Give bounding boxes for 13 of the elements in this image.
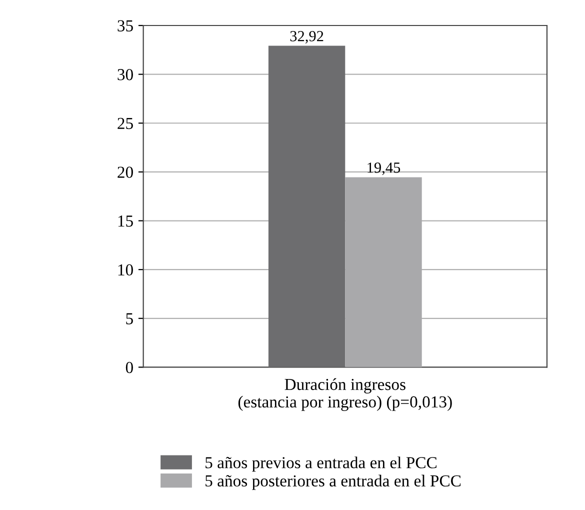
y-tick-label: 20 — [118, 166, 133, 178]
data-label: 32,92 — [290, 31, 324, 44]
y-tick-label: 35 — [118, 20, 133, 32]
y-tick-label: 5 — [126, 313, 133, 324]
legend-label: 5 años previos a entrada en el PCC — [206, 456, 436, 472]
legend-label: 5 años posteriores a entrada en el PCC — [206, 474, 461, 490]
x-tick-label: Duración ingresos (estancia por ingreso) (p=0,013) — [238, 378, 452, 411]
y-tick-label: 10 — [118, 264, 133, 276]
data-label: 19,45 — [368, 162, 400, 176]
y-tick-label: 25 — [118, 118, 133, 130]
y-tick-label: 0 — [126, 362, 133, 374]
y-tick-label: 15 — [118, 216, 133, 227]
y-tick-label: 30 — [118, 69, 133, 80]
